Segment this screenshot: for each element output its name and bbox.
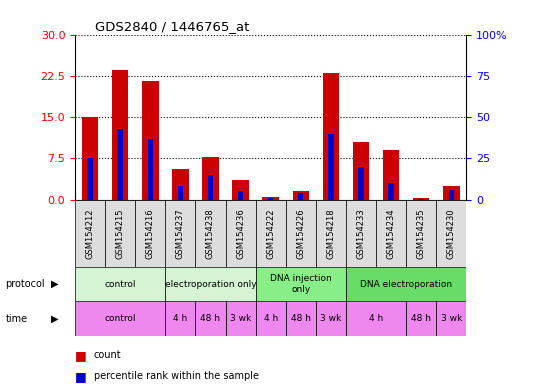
Text: GSM154238: GSM154238 bbox=[206, 208, 215, 259]
Bar bbox=[346, 267, 466, 301]
Text: electroporation only: electroporation only bbox=[165, 280, 256, 289]
Bar bbox=[256, 267, 346, 301]
Bar bbox=[232, 180, 249, 200]
Bar bbox=[196, 301, 226, 336]
Bar bbox=[449, 190, 454, 200]
Text: ▶: ▶ bbox=[51, 279, 58, 289]
Bar bbox=[202, 157, 219, 200]
Bar bbox=[376, 200, 406, 267]
Text: count: count bbox=[94, 350, 122, 360]
Text: GSM154230: GSM154230 bbox=[447, 208, 456, 258]
Bar bbox=[413, 198, 429, 200]
Bar bbox=[75, 267, 165, 301]
Bar bbox=[196, 200, 226, 267]
Text: control: control bbox=[105, 314, 136, 323]
Text: 48 h: 48 h bbox=[411, 314, 431, 323]
Bar bbox=[172, 169, 189, 200]
Text: percentile rank within the sample: percentile rank within the sample bbox=[94, 371, 259, 381]
Text: GSM154216: GSM154216 bbox=[146, 208, 155, 258]
Bar bbox=[177, 187, 183, 200]
Bar bbox=[316, 301, 346, 336]
Bar bbox=[142, 81, 159, 200]
Bar bbox=[226, 301, 256, 336]
Text: 3 wk: 3 wk bbox=[320, 314, 341, 323]
Text: GDS2840 / 1446765_at: GDS2840 / 1446765_at bbox=[95, 20, 249, 33]
Text: GSM154237: GSM154237 bbox=[176, 208, 185, 259]
Bar bbox=[165, 301, 196, 336]
Bar bbox=[135, 200, 165, 267]
Text: DNA injection
only: DNA injection only bbox=[270, 275, 332, 294]
Text: ■: ■ bbox=[75, 349, 87, 362]
Bar bbox=[112, 70, 129, 200]
Bar bbox=[256, 200, 286, 267]
Text: time: time bbox=[5, 314, 27, 324]
Bar bbox=[358, 167, 364, 200]
Text: 4 h: 4 h bbox=[264, 314, 278, 323]
Text: GSM154222: GSM154222 bbox=[266, 208, 275, 258]
Text: 4 h: 4 h bbox=[173, 314, 188, 323]
Text: ▶: ▶ bbox=[51, 314, 58, 324]
Bar bbox=[208, 175, 213, 200]
Bar bbox=[346, 200, 376, 267]
Text: GSM154215: GSM154215 bbox=[116, 208, 125, 258]
Text: control: control bbox=[105, 280, 136, 289]
Text: GSM154236: GSM154236 bbox=[236, 208, 245, 259]
Bar bbox=[165, 200, 196, 267]
Bar bbox=[323, 73, 339, 200]
Bar bbox=[298, 193, 303, 200]
Bar bbox=[406, 200, 436, 267]
Bar bbox=[263, 197, 279, 200]
Bar bbox=[436, 301, 466, 336]
Text: GSM154212: GSM154212 bbox=[86, 208, 94, 258]
Text: DNA electroporation: DNA electroporation bbox=[360, 280, 452, 289]
Bar bbox=[82, 117, 99, 200]
Bar bbox=[147, 139, 153, 200]
Text: GSM154218: GSM154218 bbox=[326, 208, 336, 258]
Bar bbox=[256, 301, 286, 336]
Text: GSM154233: GSM154233 bbox=[356, 208, 366, 259]
Bar bbox=[419, 199, 424, 200]
Bar bbox=[293, 192, 309, 200]
Bar bbox=[117, 129, 123, 200]
Bar bbox=[75, 301, 165, 336]
Bar bbox=[443, 186, 459, 200]
Text: GSM154226: GSM154226 bbox=[296, 208, 306, 258]
Text: protocol: protocol bbox=[5, 279, 45, 289]
Text: ■: ■ bbox=[75, 370, 87, 383]
Bar bbox=[105, 200, 135, 267]
Bar bbox=[87, 159, 93, 200]
Bar bbox=[346, 301, 406, 336]
Bar bbox=[75, 200, 105, 267]
Bar bbox=[316, 200, 346, 267]
Text: 48 h: 48 h bbox=[291, 314, 311, 323]
Bar bbox=[353, 142, 369, 200]
Bar bbox=[286, 200, 316, 267]
Text: 3 wk: 3 wk bbox=[230, 314, 251, 323]
Bar bbox=[389, 183, 394, 200]
Text: 4 h: 4 h bbox=[369, 314, 383, 323]
Text: GSM154234: GSM154234 bbox=[386, 208, 396, 258]
Bar bbox=[406, 301, 436, 336]
Bar bbox=[238, 192, 243, 200]
Bar bbox=[328, 134, 333, 200]
Text: GSM154235: GSM154235 bbox=[416, 208, 426, 258]
Text: 48 h: 48 h bbox=[200, 314, 220, 323]
Text: 3 wk: 3 wk bbox=[441, 314, 462, 323]
Bar bbox=[165, 267, 256, 301]
Bar bbox=[383, 150, 399, 200]
Bar bbox=[226, 200, 256, 267]
Bar bbox=[436, 200, 466, 267]
Bar bbox=[268, 198, 273, 200]
Bar bbox=[286, 301, 316, 336]
